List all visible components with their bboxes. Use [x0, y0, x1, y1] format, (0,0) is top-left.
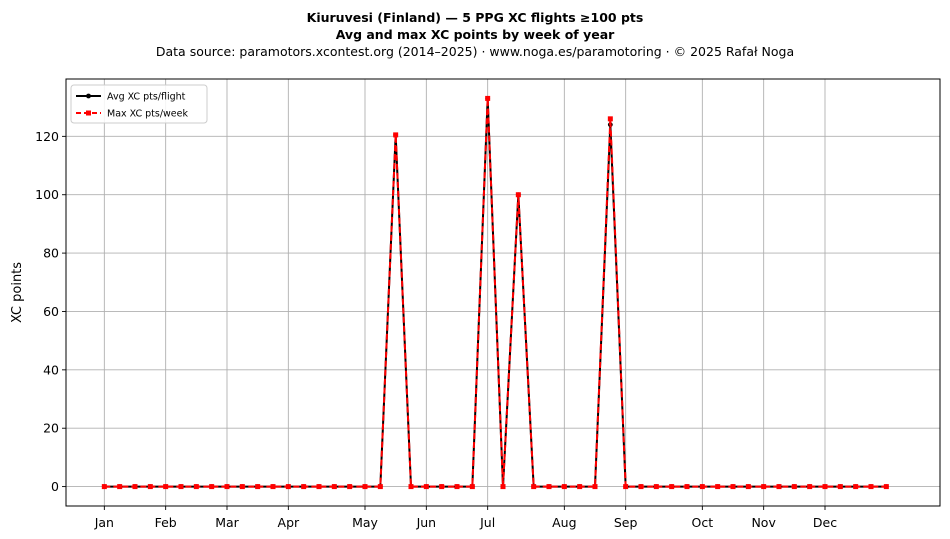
data-point — [745, 484, 751, 490]
data-point — [423, 484, 429, 490]
y-tick-label: 40 — [43, 362, 59, 377]
data-point — [515, 192, 521, 198]
plot-frame — [65, 78, 941, 507]
data-point — [837, 484, 843, 490]
legend-marker — [86, 93, 91, 99]
data-point — [883, 484, 889, 490]
chart-title: Kiuruvesi (Finland) — 5 PPG XC flights ≥… — [306, 10, 644, 25]
y-tick-label: 60 — [43, 304, 59, 319]
x-tick-label: May — [352, 515, 378, 530]
data-point — [500, 484, 506, 490]
data-point — [776, 484, 782, 490]
data-point — [669, 484, 675, 490]
series-line — [104, 98, 887, 488]
y-tick-label: 20 — [43, 421, 59, 436]
data-point — [577, 484, 583, 490]
x-tick-label: Nov — [751, 515, 776, 530]
data-point — [178, 484, 184, 490]
data-point — [239, 484, 245, 490]
legend-item: Max XC pts/week — [76, 109, 188, 120]
series-layer — [101, 95, 889, 490]
legend-item: Avg XC pts/flight — [76, 92, 186, 103]
data-point — [853, 484, 859, 490]
data-point — [316, 484, 322, 490]
data-point — [331, 484, 337, 490]
data-point — [101, 484, 107, 490]
chart-title-block: Kiuruvesi (Finland) — 5 PPG XC flights ≥… — [0, 9, 950, 60]
data-point — [730, 484, 736, 490]
x-tick-label: Aug — [552, 515, 576, 530]
data-point — [285, 484, 291, 490]
x-tick-label: Sep — [614, 515, 638, 530]
data-point — [822, 484, 828, 490]
data-point — [868, 484, 874, 490]
data-point — [485, 95, 491, 101]
data-point — [117, 484, 123, 490]
data-point — [791, 484, 797, 490]
x-tick-label: Apr — [278, 515, 300, 530]
x-tick-label: Jun — [416, 515, 437, 530]
data-point — [270, 484, 276, 490]
data-point — [561, 484, 567, 490]
chart-subtitle: Data source: paramotors.xcontest.org (20… — [155, 44, 795, 59]
legend-label: Max XC pts/week — [107, 109, 188, 120]
chart-title-line-2: Avg and max XC points by week of year — [335, 27, 615, 42]
x-tick-label: Oct — [692, 515, 714, 530]
data-point — [623, 484, 629, 490]
x-tick-label: Jul — [479, 515, 495, 530]
data-point — [761, 484, 767, 490]
x-tick-label: Mar — [215, 515, 239, 530]
legend-label: Avg XC pts/flight — [107, 92, 186, 103]
data-point — [193, 484, 199, 490]
data-point — [224, 484, 230, 490]
data-point — [546, 484, 552, 490]
data-point — [454, 484, 460, 490]
data-point — [439, 484, 445, 490]
data-point — [301, 484, 307, 490]
data-point — [807, 484, 813, 490]
data-point — [132, 484, 138, 490]
legend-marker — [86, 110, 91, 116]
data-point — [377, 484, 383, 490]
data-point — [531, 484, 537, 490]
data-point — [393, 132, 399, 138]
data-point — [638, 484, 644, 490]
data-point — [147, 484, 153, 490]
series-2 — [101, 95, 889, 490]
legend: Avg XC pts/flight Max XC pts/week — [70, 84, 208, 124]
data-point — [699, 484, 705, 490]
y-tick-label: 100 — [35, 187, 59, 202]
x-tick-label: Jan — [94, 515, 114, 530]
data-point — [163, 484, 169, 490]
data-point — [408, 484, 414, 490]
data-point — [209, 484, 215, 490]
data-point — [255, 484, 261, 490]
y-axis-label: XC points — [10, 262, 25, 323]
data-point — [592, 484, 598, 490]
data-point — [684, 484, 690, 490]
data-point — [607, 116, 613, 122]
y-tick-label: 120 — [35, 129, 59, 144]
data-point — [347, 484, 353, 490]
legend-box — [70, 84, 208, 124]
y-tick-label: 80 — [43, 246, 59, 261]
data-point — [715, 484, 721, 490]
axis-ticks: 0 20 40 60 80 100 120 Jan Feb Mar Apr May Jun Jul Aug S… — [35, 129, 837, 530]
data-point — [362, 484, 368, 490]
y-tick-label: 0 — [51, 479, 59, 494]
x-tick-label: Dec — [813, 515, 837, 530]
data-point — [653, 484, 659, 490]
grid — [66, 79, 940, 506]
x-tick-label: Feb — [155, 515, 177, 530]
data-point — [469, 484, 475, 490]
